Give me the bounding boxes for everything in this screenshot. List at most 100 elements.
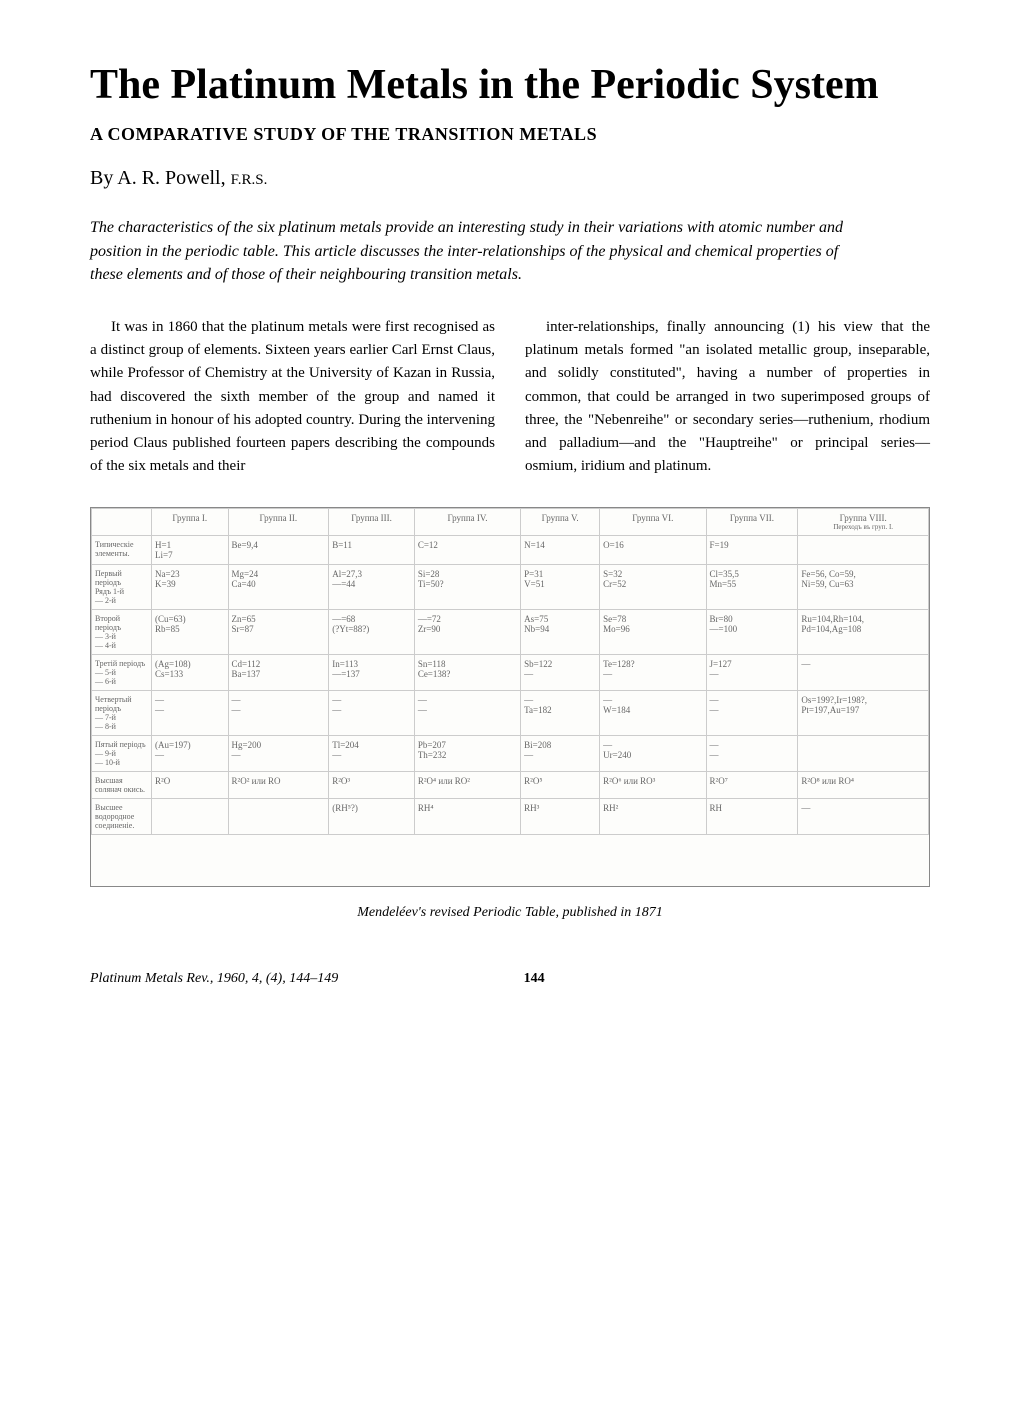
table-cell: R²O: [152, 771, 229, 798]
table-cell: Bi=208 —: [521, 735, 600, 771]
row-label: Третій періодъ— 5-й — 6-й: [92, 654, 152, 690]
table-cell: N=14: [521, 535, 600, 564]
journal-reference: Platinum Metals Rev., 1960, 4, (4), 144–…: [90, 971, 338, 987]
table-cell: (Ag=108) Cs=133: [152, 654, 229, 690]
table-cell: B=11: [329, 535, 415, 564]
table-cell: F=19: [706, 535, 798, 564]
table-cell: RH²: [600, 798, 706, 834]
table-cell: R²O⁶ или RO³: [600, 771, 706, 798]
table-cell: — W=184: [600, 690, 706, 735]
table-cell: Si=28 Ti=50?: [414, 564, 520, 609]
table-cell: Ru=104,Rh=104, Pd=104,Ag=108: [798, 609, 929, 654]
table-header-cell: Группа V.: [521, 508, 600, 535]
table-cell: —=68 (?Yt=88?): [329, 609, 415, 654]
table-header-cell: [92, 508, 152, 535]
table-cell: [228, 798, 329, 834]
article-subtitle: A COMPARATIVE STUDY OF THE TRANSITION ME…: [90, 124, 930, 145]
body-paragraph-2: inter-relationships, finally announcing …: [525, 316, 930, 479]
table-cell: [152, 798, 229, 834]
figure-caption: Mendeléev's revised Periodic Table, publ…: [90, 905, 930, 921]
table-cell: Tl=204 —: [329, 735, 415, 771]
footer-spacer: [730, 971, 930, 987]
table-row: Высшая солянач окись.R²OR²O² или ROR²O³ R…: [92, 771, 929, 798]
row-label: Типическіе элементы.: [92, 535, 152, 564]
row-label: Второй періодъ— 3-й — 4-й: [92, 609, 152, 654]
periodic-table-figure: Группа I.Группа II.Группа III.Группа IV.…: [90, 507, 930, 887]
author-name: A. R. Powell,: [117, 167, 230, 189]
table-row: Типическіе элементы.H=1 Li=7Be=9,4B=11C=…: [92, 535, 929, 564]
byline: By A. R. Powell, F.R.S.: [90, 167, 930, 190]
table-cell: RH³: [521, 798, 600, 834]
table-cell: Al=27,3 —=44: [329, 564, 415, 609]
byline-prefix: By: [90, 167, 117, 189]
row-label: Пятый періодъ— 9-й — 10-й: [92, 735, 152, 771]
table-cell: —: [798, 798, 929, 834]
table-header-cell: Группа II.: [228, 508, 329, 535]
table-row: Высшее водородное соединеніе.(RH⁵?)RH⁴RH…: [92, 798, 929, 834]
table-cell: J=127 —: [706, 654, 798, 690]
table-cell: R²O⁵: [521, 771, 600, 798]
table-header-row: Группа I.Группа II.Группа III.Группа IV.…: [92, 508, 929, 535]
table-cell: Os=199?,Ir=198?, Pt=197,Au=197: [798, 690, 929, 735]
table-cell: S=32 Cr=52: [600, 564, 706, 609]
body-paragraph-1: It was in 1860 that the platinum metals …: [90, 316, 495, 479]
table-cell: —: [798, 654, 929, 690]
table-cell: [798, 535, 929, 564]
table-row: Третій періодъ— 5-й — 6-й(Ag=108) Cs=133…: [92, 654, 929, 690]
table-header-cell: Группа VIII.Переходъ въ груп. I.: [798, 508, 929, 535]
page-footer: Platinum Metals Rev., 1960, 4, (4), 144–…: [90, 971, 930, 987]
column-right: inter-relationships, finally announcing …: [525, 316, 930, 479]
table-cell: Hg=200 —: [228, 735, 329, 771]
abstract-text: The characteristics of the six platinum …: [90, 216, 930, 286]
table-cell: RH⁴: [414, 798, 520, 834]
table-cell: Se=78 Mo=96: [600, 609, 706, 654]
table-header-cell: Группа I.: [152, 508, 229, 535]
table-cell: (RH⁵?): [329, 798, 415, 834]
table-row: Пятый періодъ— 9-й — 10-й(Au=197) —Hg=20…: [92, 735, 929, 771]
table-cell: — Ur=240: [600, 735, 706, 771]
table-cell: —=72 Zr=90: [414, 609, 520, 654]
table-cell: As=75 Nb=94: [521, 609, 600, 654]
table-cell: — —: [228, 690, 329, 735]
table-header-cell: Группа III.: [329, 508, 415, 535]
table-cell: Be=9,4: [228, 535, 329, 564]
table-cell: — —: [329, 690, 415, 735]
table-cell: Zn=65 Sr=87: [228, 609, 329, 654]
table-cell: Sn=118 Ce=138?: [414, 654, 520, 690]
table-cell: O=16: [600, 535, 706, 564]
table-cell: — —: [706, 690, 798, 735]
table-cell: Na=23 K=39: [152, 564, 229, 609]
table-cell: — —: [152, 690, 229, 735]
column-left: It was in 1860 that the platinum metals …: [90, 316, 495, 479]
table-cell: H=1 Li=7: [152, 535, 229, 564]
table-cell: Br=80 —=100: [706, 609, 798, 654]
row-label: Высшая солянач окись.: [92, 771, 152, 798]
periodic-table: Группа I.Группа II.Группа III.Группа IV.…: [91, 508, 929, 835]
page-number: 144: [524, 971, 545, 987]
table-cell: In=113 —=137: [329, 654, 415, 690]
row-label: Первый періодъРядъ 1-й — 2-й: [92, 564, 152, 609]
table-cell: R²O⁷: [706, 771, 798, 798]
table-header-cell: Группа IV.: [414, 508, 520, 535]
body-columns: It was in 1860 that the platinum metals …: [90, 316, 930, 479]
table-cell: R²O² или RO: [228, 771, 329, 798]
table-cell: — Ta=182: [521, 690, 600, 735]
table-cell: (Au=197) —: [152, 735, 229, 771]
table-cell: Cd=112 Ba=137: [228, 654, 329, 690]
table-cell: — —: [414, 690, 520, 735]
table-cell: Fe=56, Co=59, Ni=59, Cu=63: [798, 564, 929, 609]
table-cell: Pb=207 Th=232: [414, 735, 520, 771]
table-cell: [798, 735, 929, 771]
table-cell: R²O³: [329, 771, 415, 798]
table-cell: (Cu=63) Rb=85: [152, 609, 229, 654]
table-row: Первый періодъРядъ 1-й — 2-йNa=23 K=39Mg…: [92, 564, 929, 609]
table-header-cell: Группа VI.: [600, 508, 706, 535]
table-cell: RH: [706, 798, 798, 834]
table-row: Четвертый періодъ— 7-й — 8-й— —— —— —— —…: [92, 690, 929, 735]
table-cell: R²O⁸ или RO⁴: [798, 771, 929, 798]
row-label: Высшее водородное соединеніе.: [92, 798, 152, 834]
author-credentials: F.R.S.: [231, 172, 268, 188]
row-label: Четвертый періодъ— 7-й — 8-й: [92, 690, 152, 735]
table-cell: P=31 V=51: [521, 564, 600, 609]
table-cell: Te=128? —: [600, 654, 706, 690]
